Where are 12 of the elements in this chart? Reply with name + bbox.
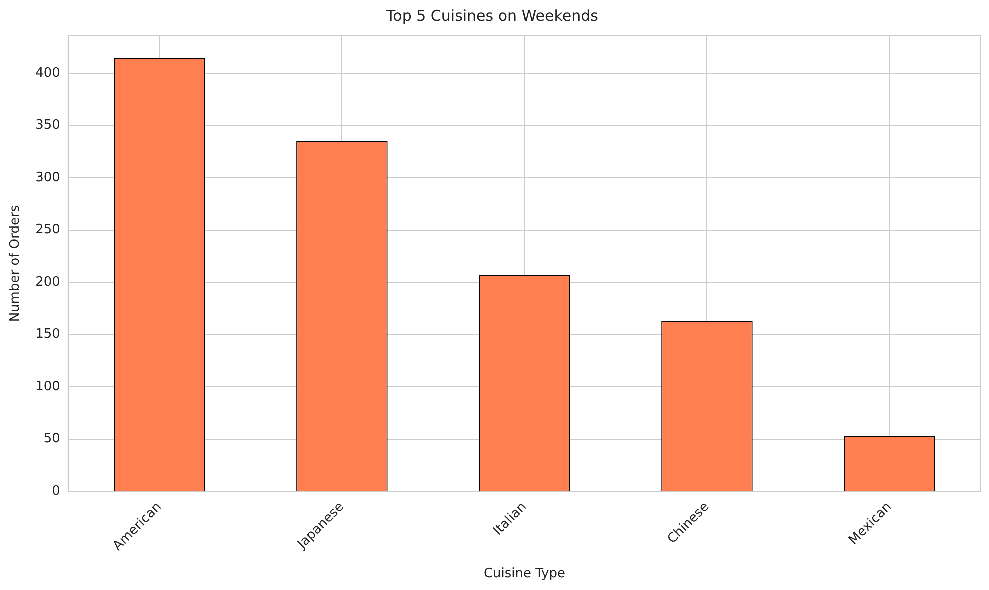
y-tick-label: 400: [36, 66, 60, 81]
y-tick-label: 0: [52, 484, 60, 499]
y-tick-label: 300: [36, 170, 60, 186]
y-tick-label: 250: [36, 222, 60, 238]
y-tick-label: 150: [36, 327, 60, 342]
y-tick-label: 50: [44, 432, 60, 447]
chart-title: Top 5 Cuisines on Weekends: [386, 6, 599, 25]
x-axis-title: Cuisine Type: [484, 566, 566, 582]
y-axis-title: Number of Orders: [8, 205, 24, 322]
y-tick-label: 100: [36, 380, 60, 394]
y-tick-label: 350: [36, 118, 60, 134]
y-tick-label: 200: [36, 274, 60, 290]
